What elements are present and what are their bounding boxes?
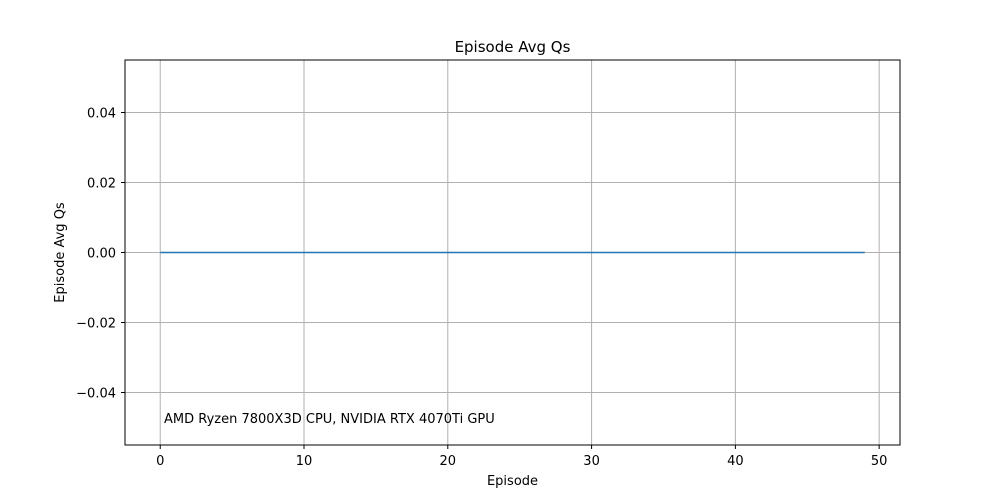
y-axis-ticks: −0.04 −0.02 0.00 0.02 0.04 <box>76 107 125 402</box>
x-tick-label: 10 <box>296 454 313 469</box>
y-tick-label: −0.02 <box>76 317 116 332</box>
x-axis-label: Episode <box>487 474 538 489</box>
x-tick-label: 30 <box>583 454 600 469</box>
y-axis-label: Episode Avg Qs <box>53 202 68 303</box>
x-tick-label: 0 <box>156 454 164 469</box>
x-axis-ticks: 0 10 20 30 40 50 <box>156 445 887 469</box>
y-tick-label: −0.04 <box>76 387 116 402</box>
y-tick-label: 0.00 <box>87 247 116 262</box>
y-tick-label: 0.02 <box>87 177 116 192</box>
chart-annotation: AMD Ryzen 7800X3D CPU, NVIDIA RTX 4070Ti… <box>164 412 495 427</box>
x-tick-label: 50 <box>871 454 888 469</box>
chart-title: Episode Avg Qs <box>455 38 571 56</box>
y-tick-label: 0.04 <box>87 107 116 122</box>
x-tick-label: 20 <box>440 454 457 469</box>
x-tick-label: 40 <box>727 454 744 469</box>
